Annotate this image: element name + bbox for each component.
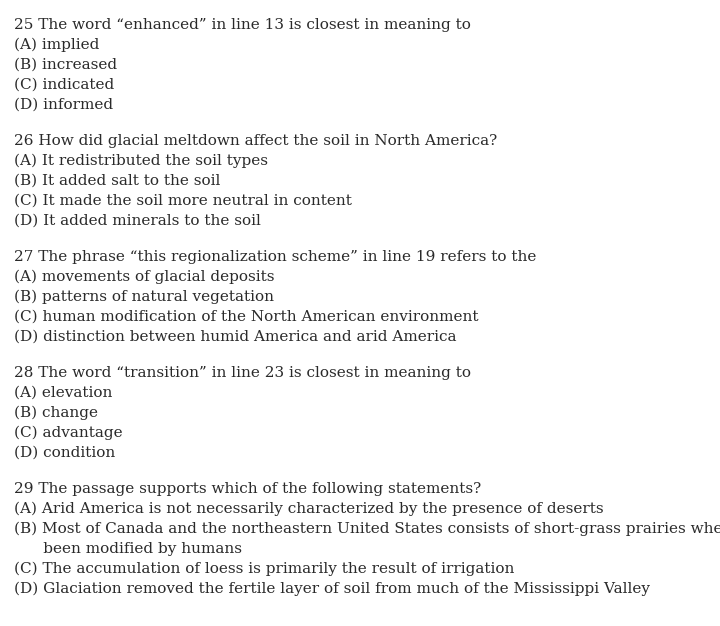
Text: (D) It added minerals to the soil: (D) It added minerals to the soil xyxy=(14,214,261,228)
Text: (B) Most of Canada and the northeastern United States consists of short-grass pr: (B) Most of Canada and the northeastern … xyxy=(14,522,720,536)
Text: 27 The phrase “this regionalization scheme” in line 19 refers to the: 27 The phrase “this regionalization sche… xyxy=(14,250,536,264)
Text: 25 The word “enhanced” in line 13 is closest in meaning to: 25 The word “enhanced” in line 13 is clo… xyxy=(14,18,471,32)
Text: (C) The accumulation of loess is primarily the result of irrigation: (C) The accumulation of loess is primari… xyxy=(14,562,514,577)
Text: (A) elevation: (A) elevation xyxy=(14,386,112,400)
Text: (B) change: (B) change xyxy=(14,406,98,421)
Text: (A) It redistributed the soil types: (A) It redistributed the soil types xyxy=(14,154,268,168)
Text: (D) condition: (D) condition xyxy=(14,446,115,460)
Text: (D) Glaciation removed the fertile layer of soil from much of the Mississippi Va: (D) Glaciation removed the fertile layer… xyxy=(14,582,650,597)
Text: (C) advantage: (C) advantage xyxy=(14,426,122,440)
Text: (B) It added salt to the soil: (B) It added salt to the soil xyxy=(14,174,220,188)
Text: (B) increased: (B) increased xyxy=(14,58,117,72)
Text: 26 How did glacial meltdown affect the soil in North America?: 26 How did glacial meltdown affect the s… xyxy=(14,134,498,148)
Text: (C) It made the soil more neutral in content: (C) It made the soil more neutral in con… xyxy=(14,194,352,208)
Text: (A) movements of glacial deposits: (A) movements of glacial deposits xyxy=(14,270,274,284)
Text: (C) human modification of the North American environment: (C) human modification of the North Amer… xyxy=(14,310,479,324)
Text: 28 The word “transition” in line 23 is closest in meaning to: 28 The word “transition” in line 23 is c… xyxy=(14,366,471,380)
Text: (A) implied: (A) implied xyxy=(14,38,99,53)
Text: (D) informed: (D) informed xyxy=(14,98,113,112)
Text: (B) patterns of natural vegetation: (B) patterns of natural vegetation xyxy=(14,290,274,304)
Text: 29 The passage supports which of the following statements?: 29 The passage supports which of the fol… xyxy=(14,482,481,496)
Text: (C) indicated: (C) indicated xyxy=(14,78,114,92)
Text: (D) distinction between humid America and arid America: (D) distinction between humid America an… xyxy=(14,330,456,344)
Text: been modified by humans: been modified by humans xyxy=(14,542,242,556)
Text: (A) Arid America is not necessarily characterized by the presence of deserts: (A) Arid America is not necessarily char… xyxy=(14,502,603,516)
